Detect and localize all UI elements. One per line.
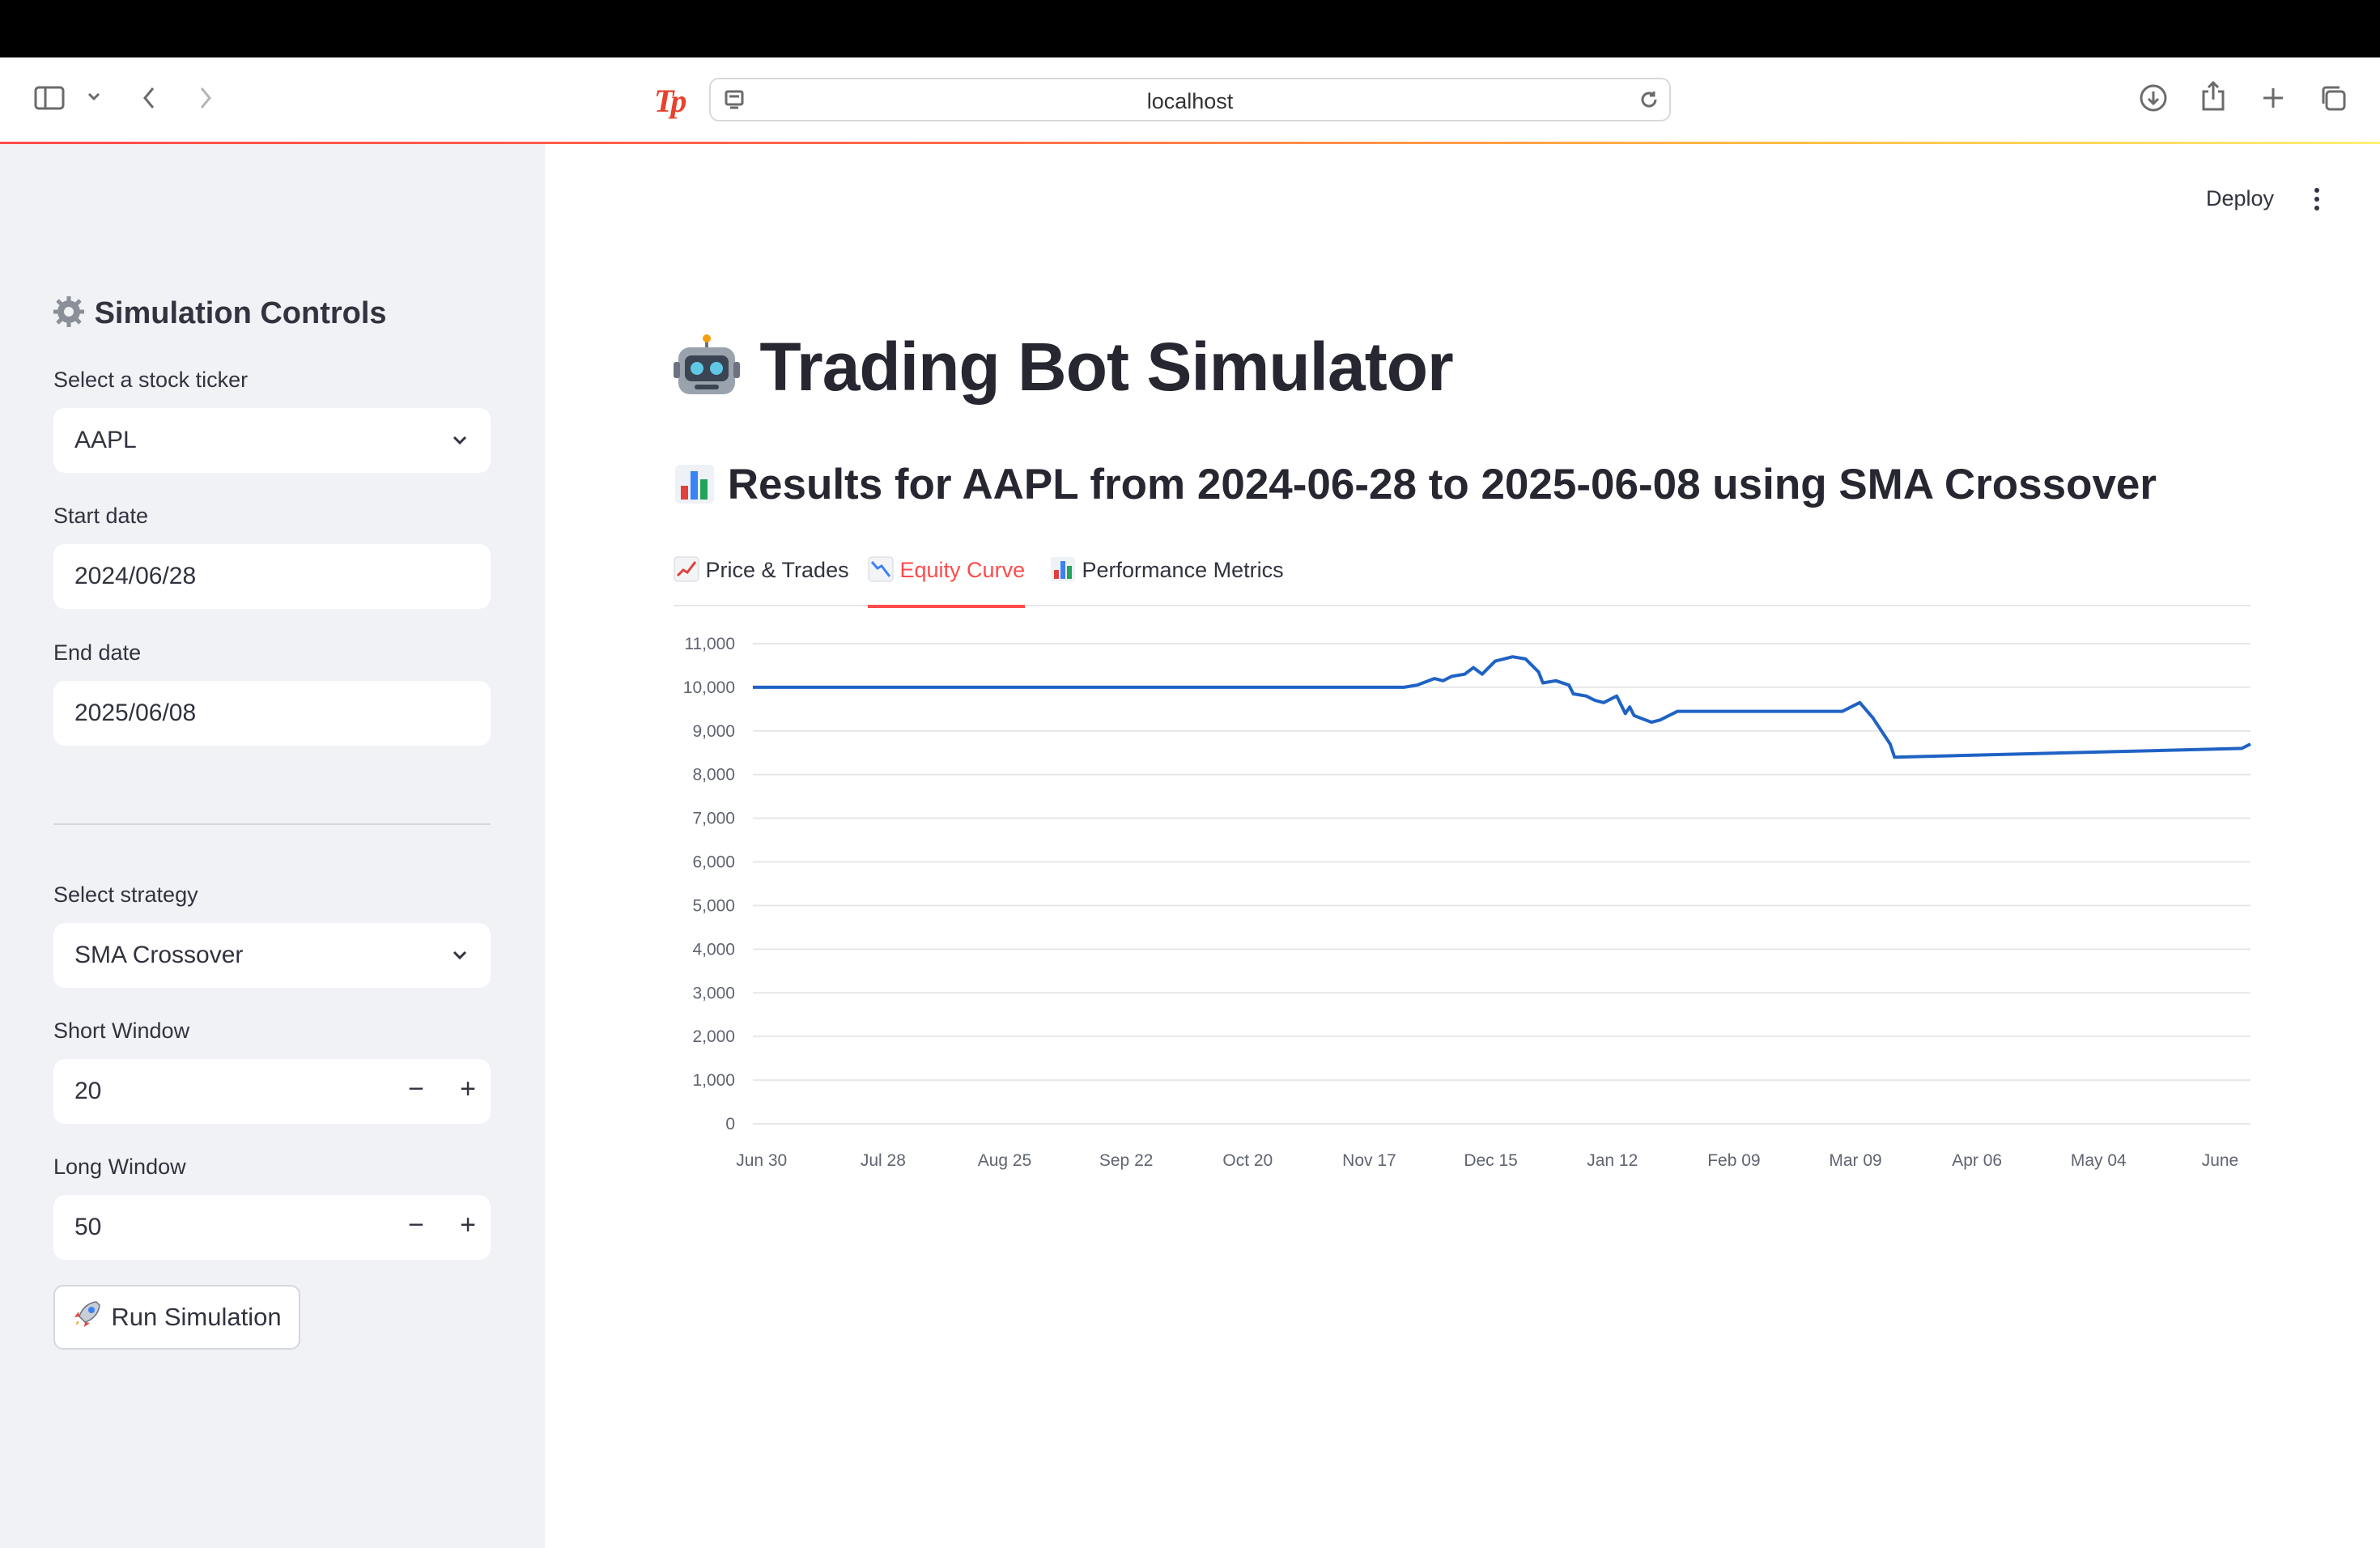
- share-icon[interactable]: [2197, 79, 2229, 114]
- decrement-button[interactable]: −: [408, 1074, 424, 1104]
- new-tab-icon[interactable]: [2257, 82, 2289, 114]
- sidebar-toggle-icon[interactable]: [31, 82, 68, 114]
- y-tick-label: 2,000: [692, 1027, 735, 1046]
- sidebar-title-text: Simulation Controls: [94, 296, 387, 330]
- y-tick-label: 4,000: [692, 940, 735, 959]
- chevron-down-icon: [450, 431, 470, 454]
- sidebar: Simulation Controls Select a stock ticke…: [0, 144, 545, 1548]
- y-tick-label: 1,000: [692, 1071, 735, 1090]
- back-icon[interactable]: [136, 83, 162, 113]
- main-content: [545, 144, 2380, 1548]
- x-tick-label: Feb 09: [1707, 1151, 1760, 1170]
- end-date-input[interactable]: 2025/06/08: [53, 681, 491, 746]
- increment-button[interactable]: +: [460, 1074, 476, 1104]
- gear-icon: [52, 295, 86, 329]
- bar-chart-icon: [1050, 556, 1076, 582]
- chart-decreasing-icon: [868, 556, 894, 582]
- results-subtitle: Results for AAPL from 2024-06-28 to 2025…: [674, 460, 2157, 509]
- os-top-bar: [0, 0, 2380, 57]
- equity-line: [753, 655, 2251, 759]
- rocket-icon: [72, 1299, 103, 1336]
- strategy-select[interactable]: SMA Crossover: [53, 923, 491, 988]
- y-tick-label: 9,000: [692, 722, 735, 741]
- tab-price-trades[interactable]: Price & Trades: [674, 556, 849, 605]
- x-tick-label: Jul 28: [861, 1151, 906, 1170]
- run-simulation-button[interactable]: Run Simulation: [53, 1285, 300, 1350]
- tab-equity-curve[interactable]: Equity Curve: [868, 556, 1026, 608]
- x-tick-label: Mar 09: [1829, 1151, 1881, 1170]
- decrement-button[interactable]: −: [408, 1210, 424, 1240]
- x-tick-label: May 04: [2071, 1151, 2127, 1170]
- tab-price-trades-label: Price & Trades: [705, 558, 849, 582]
- y-tick-label: 10,000: [683, 678, 735, 697]
- extension-logo-icon[interactable]: Tp: [654, 83, 686, 119]
- x-tick-label: Oct 20: [1222, 1151, 1273, 1170]
- page-title: Trading Bot Simulator: [672, 328, 1454, 407]
- long-window-stepper[interactable]: 50 − +: [53, 1195, 491, 1260]
- start-date-label: Start date: [53, 504, 149, 528]
- x-tick-label: Nov 17: [1342, 1151, 1396, 1170]
- x-tick-label: Dec 15: [1464, 1151, 1518, 1170]
- chevron-down-icon[interactable]: [84, 87, 104, 106]
- page-settings-icon[interactable]: [722, 87, 746, 112]
- equity-curve-chart: 0 1,000 2,000 3,000 4,000 5,000 6,000 7,000 8,00…: [683, 635, 2251, 1170]
- forward-icon[interactable]: [193, 83, 219, 113]
- tab-performance-metrics[interactable]: Performance Metrics: [1050, 556, 1284, 605]
- ticker-label: Select a stock ticker: [53, 368, 249, 392]
- start-date-input[interactable]: 2024/06/28: [53, 544, 491, 609]
- long-window-value: 50: [74, 1214, 102, 1240]
- browser-toolbar: Tp localhost: [0, 57, 2380, 142]
- increment-button[interactable]: +: [460, 1210, 476, 1240]
- tab-equity-curve-label: Equity Curve: [899, 558, 1026, 582]
- y-tick-label: 3,000: [692, 984, 735, 1002]
- end-date-value: 2025/06/08: [74, 700, 197, 726]
- robot-icon: [672, 333, 742, 402]
- end-date-label: End date: [53, 640, 142, 665]
- url-text: localhost: [1146, 89, 1234, 113]
- short-window-label: Short Window: [53, 1019, 190, 1043]
- run-simulation-label: Run Simulation: [111, 1303, 282, 1331]
- x-tick-label: Aug 25: [978, 1151, 1032, 1170]
- start-date-value: 2024/06/28: [74, 563, 197, 589]
- chevron-down-icon: [450, 946, 470, 969]
- tab-performance-metrics-label: Performance Metrics: [1082, 558, 1284, 582]
- y-tick-label: 11,000: [684, 635, 735, 653]
- tab-bar: Price & Trades Equity Curve Performance …: [674, 555, 2250, 608]
- results-subtitle-text: Results for AAPL from 2024-06-28 to 2025…: [727, 461, 2157, 508]
- app-header-accent: [0, 142, 2380, 144]
- bar-chart-icon: [674, 463, 716, 505]
- y-tick-label: 0: [725, 1115, 735, 1133]
- download-icon[interactable]: [2137, 82, 2170, 114]
- address-bar[interactable]: localhost: [709, 78, 1671, 121]
- x-tick-label: Jun 30: [736, 1151, 787, 1170]
- sidebar-title: Simulation Controls: [52, 296, 387, 332]
- chart-increasing-icon: [674, 556, 699, 582]
- short-window-stepper[interactable]: 20 − +: [53, 1059, 491, 1124]
- x-tick-label: Apr 06: [1952, 1151, 2002, 1170]
- ticker-select[interactable]: AAPL: [53, 408, 491, 473]
- more-options-icon[interactable]: [2309, 188, 2325, 215]
- y-tick-label: 7,000: [692, 810, 735, 828]
- long-window-label: Long Window: [53, 1155, 186, 1179]
- short-window-value: 20: [74, 1078, 102, 1104]
- strategy-value: SMA Crossover: [74, 942, 244, 968]
- strategy-label: Select strategy: [53, 882, 198, 907]
- reload-icon[interactable]: [1637, 87, 1661, 112]
- ticker-value: AAPL: [74, 427, 137, 453]
- page-title-text: Trading Bot Simulator: [759, 329, 1453, 405]
- y-tick-label: 6,000: [692, 853, 735, 872]
- x-tick-label: June: [2202, 1151, 2239, 1170]
- y-tick-label: 8,000: [692, 766, 735, 785]
- tabs-overview-icon[interactable]: [2317, 82, 2349, 114]
- sidebar-divider: [53, 823, 491, 825]
- y-tick-label: 5,000: [692, 896, 735, 915]
- x-tick-label: Sep 22: [1099, 1151, 1154, 1170]
- deploy-button[interactable]: Deploy: [2206, 186, 2275, 211]
- x-tick-label: Jan 12: [1587, 1151, 1638, 1170]
